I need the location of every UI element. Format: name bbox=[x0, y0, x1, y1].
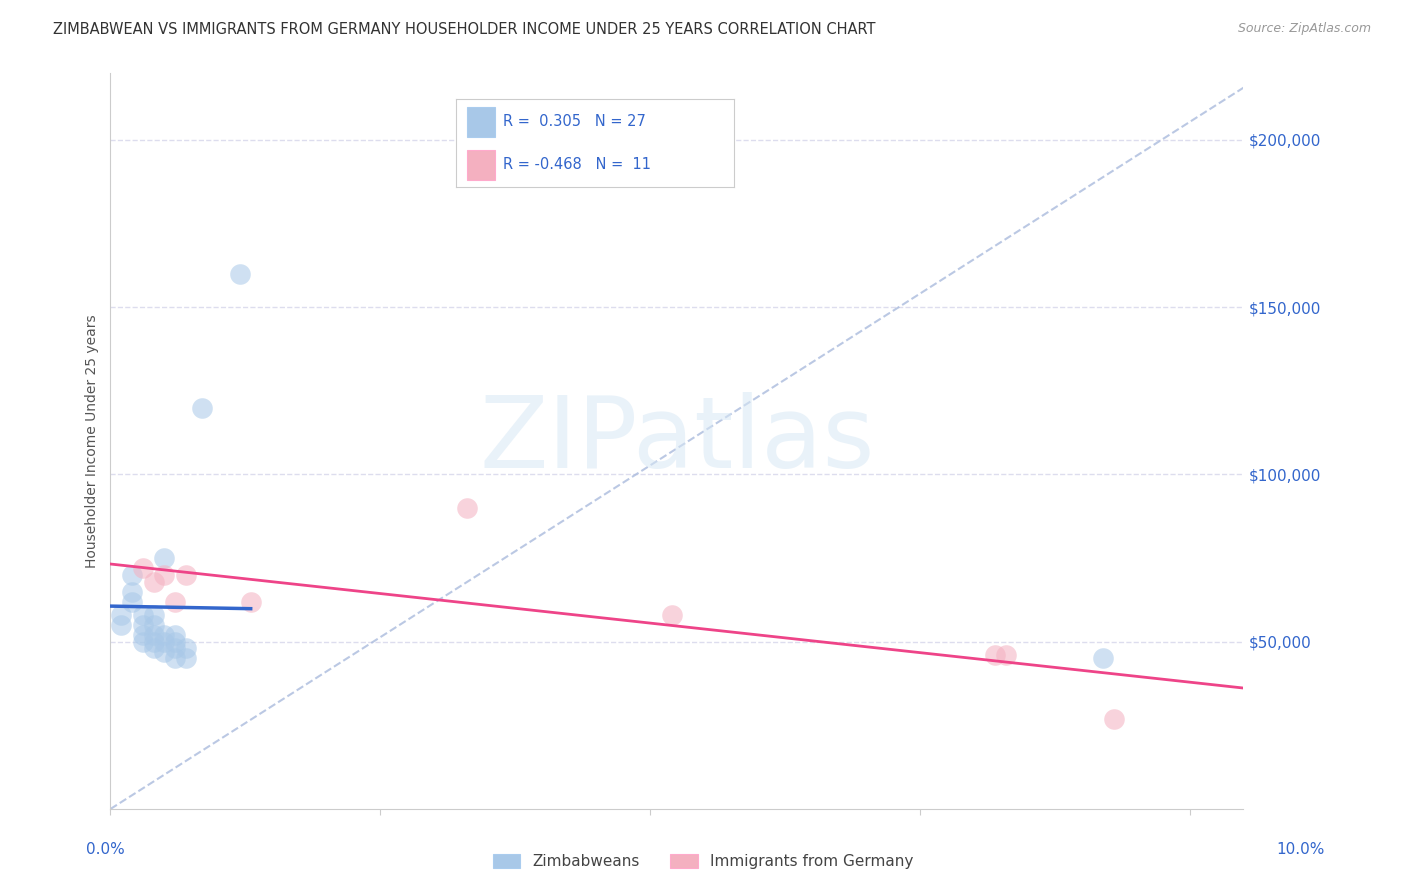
Point bbox=[1092, 651, 1115, 665]
Point bbox=[1102, 712, 1125, 726]
Text: 0.0%: 0.0% bbox=[86, 842, 125, 856]
Legend: Zimbabweans, Immigrants from Germany: Zimbabweans, Immigrants from Germany bbox=[486, 847, 920, 875]
Point bbox=[132, 628, 155, 642]
Point bbox=[153, 634, 176, 648]
Point bbox=[995, 648, 1018, 662]
Y-axis label: Householder Income Under 25 years: Householder Income Under 25 years bbox=[86, 314, 100, 568]
Point bbox=[121, 594, 143, 608]
Text: 10.0%: 10.0% bbox=[1277, 842, 1324, 856]
Point bbox=[661, 607, 683, 622]
Point bbox=[174, 651, 197, 665]
Point bbox=[153, 628, 176, 642]
Point bbox=[165, 594, 187, 608]
Point bbox=[165, 651, 187, 665]
Point bbox=[132, 607, 155, 622]
Point bbox=[229, 267, 252, 281]
Point bbox=[110, 607, 132, 622]
Point bbox=[984, 648, 1007, 662]
Point bbox=[142, 574, 165, 589]
Point bbox=[142, 641, 165, 656]
Point bbox=[191, 401, 214, 415]
Point bbox=[165, 634, 187, 648]
Point bbox=[165, 641, 187, 656]
Point bbox=[121, 584, 143, 599]
Point bbox=[142, 628, 165, 642]
Text: Source: ZipAtlas.com: Source: ZipAtlas.com bbox=[1237, 22, 1371, 36]
Text: ZIMBABWEAN VS IMMIGRANTS FROM GERMANY HOUSEHOLDER INCOME UNDER 25 YEARS CORRELAT: ZIMBABWEAN VS IMMIGRANTS FROM GERMANY HO… bbox=[53, 22, 876, 37]
Point bbox=[165, 628, 187, 642]
Point bbox=[110, 618, 132, 632]
Point bbox=[132, 618, 155, 632]
Point bbox=[121, 567, 143, 582]
Point bbox=[142, 618, 165, 632]
Point bbox=[132, 561, 155, 575]
Point bbox=[174, 567, 197, 582]
Point bbox=[239, 594, 262, 608]
Point bbox=[174, 641, 197, 656]
Point bbox=[456, 500, 478, 515]
Point bbox=[153, 551, 176, 566]
Point bbox=[153, 645, 176, 659]
Text: ZIPatlas: ZIPatlas bbox=[479, 392, 875, 490]
Point bbox=[132, 634, 155, 648]
Point bbox=[142, 634, 165, 648]
Point bbox=[142, 607, 165, 622]
Point bbox=[153, 567, 176, 582]
